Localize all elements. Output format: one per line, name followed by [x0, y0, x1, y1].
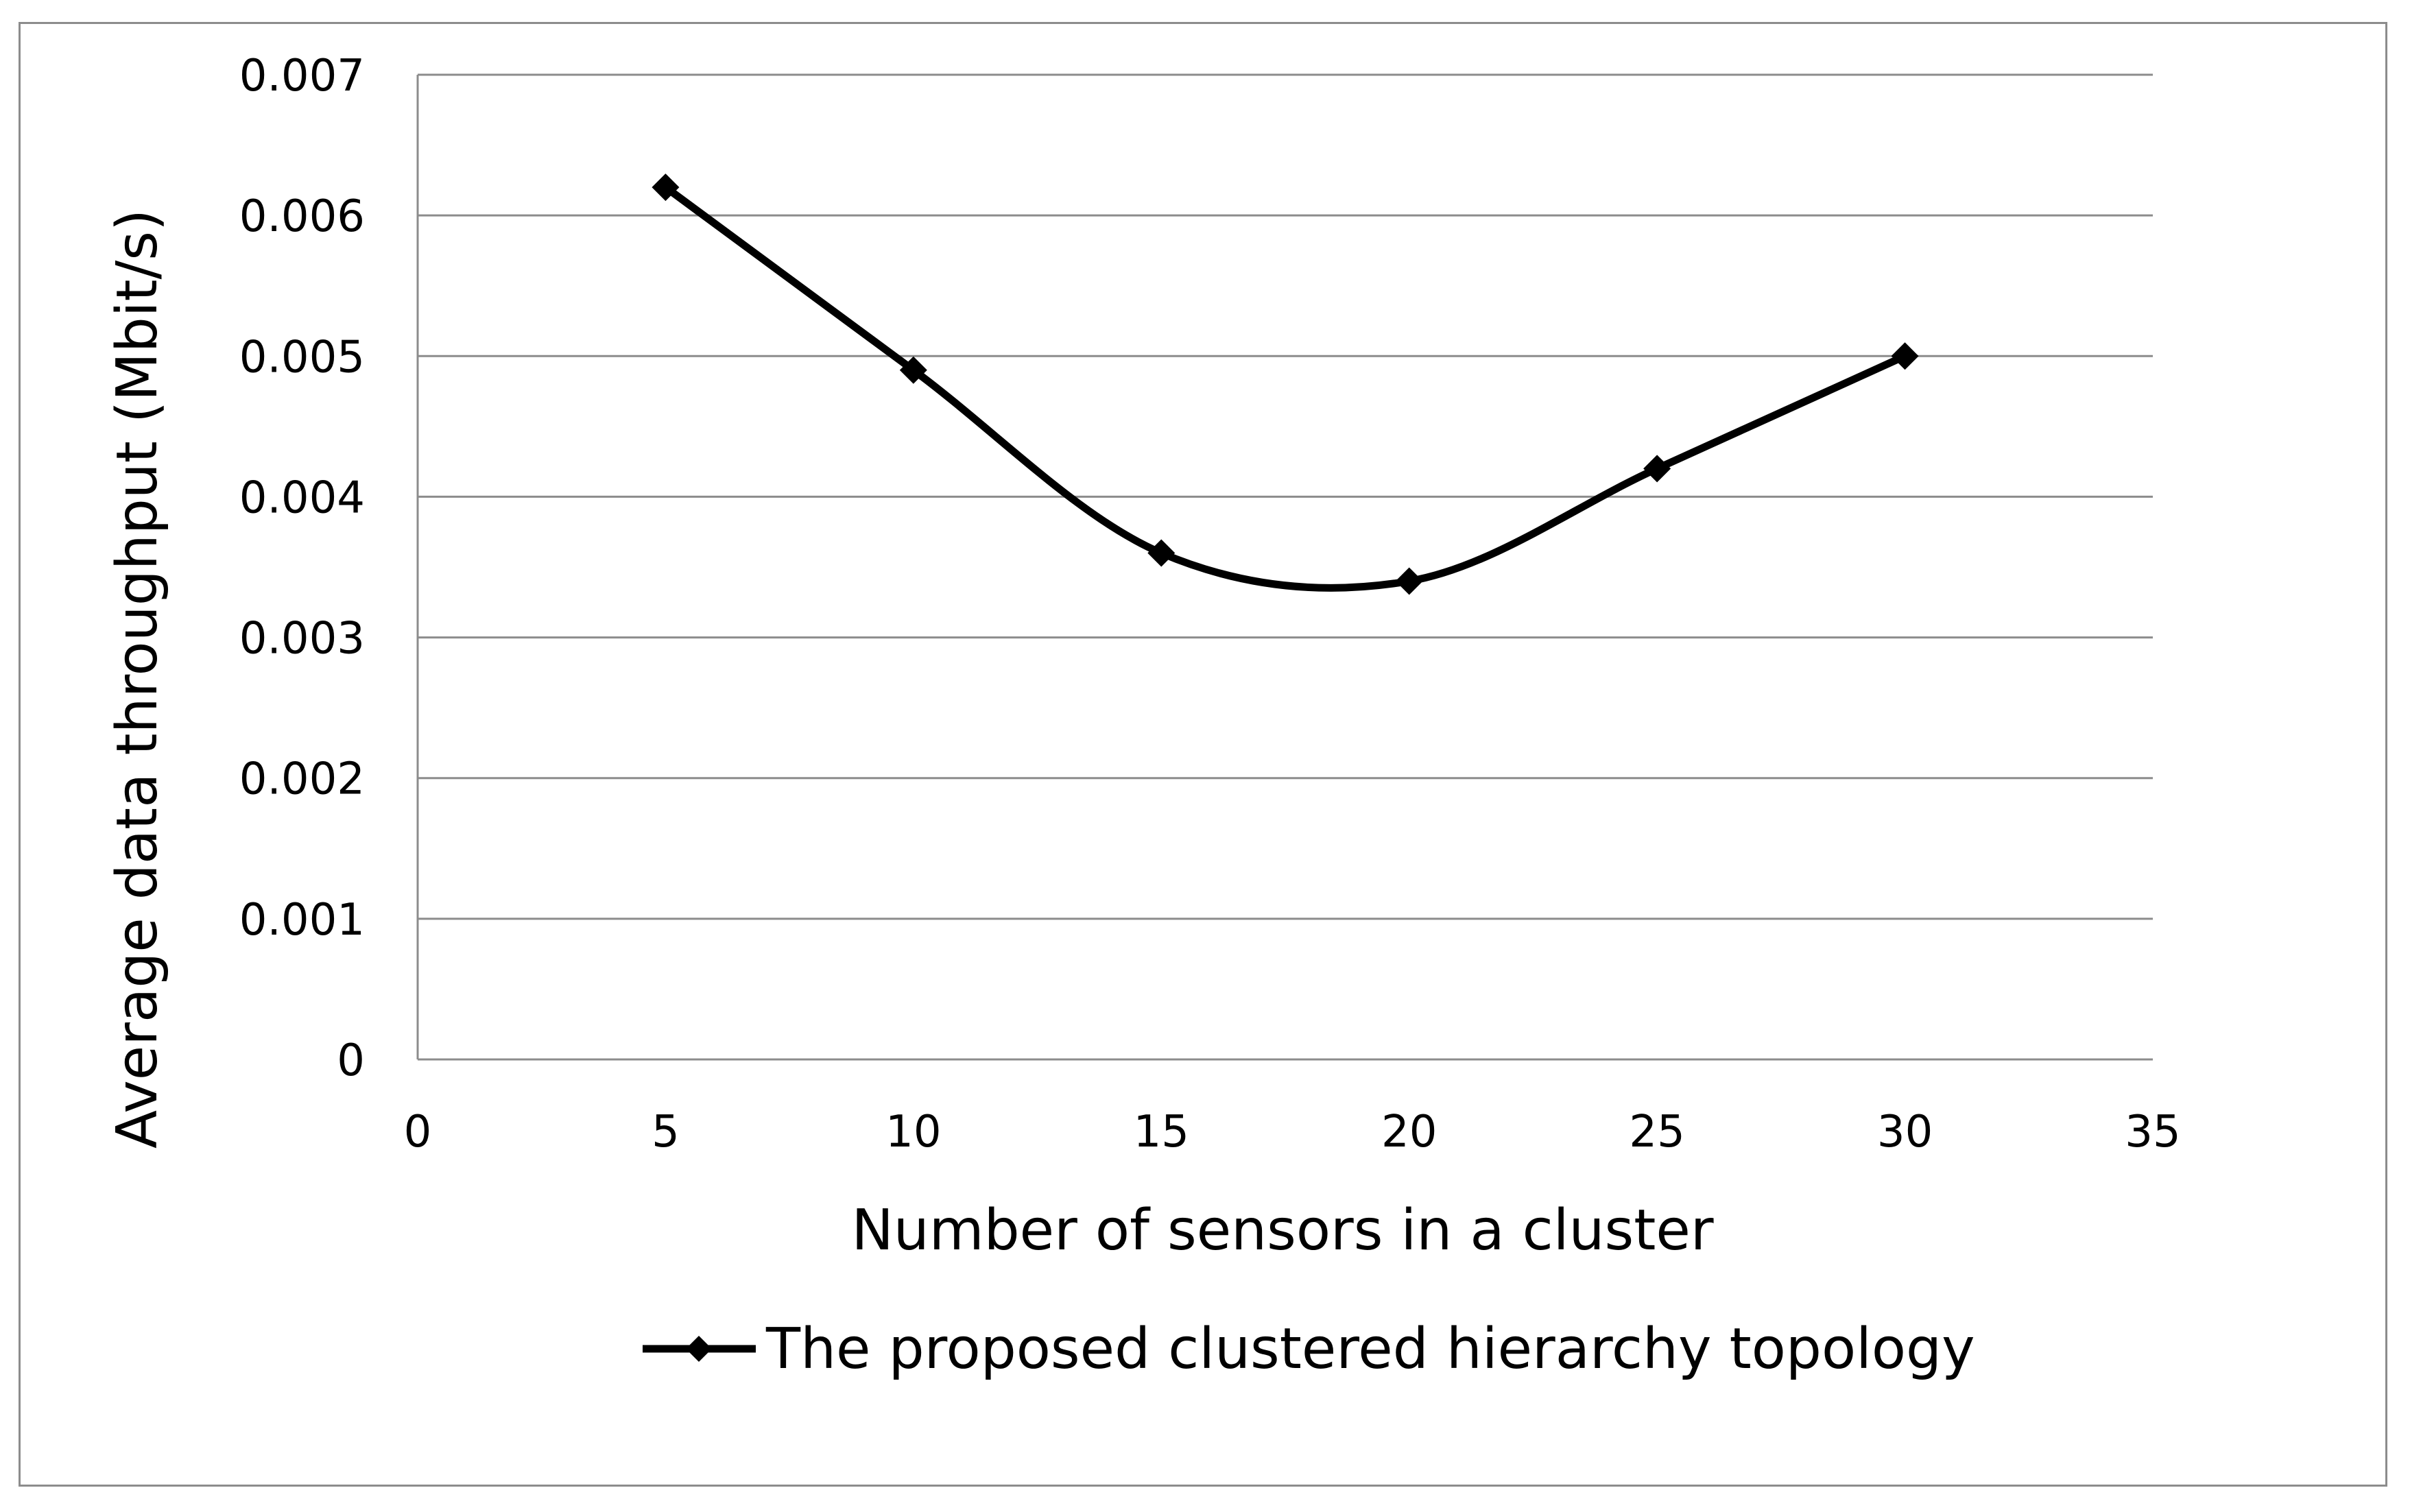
x-tick-labels: 0 5 10 15 20 25 30 35: [404, 1107, 2181, 1157]
y-tick-label: 0.002: [239, 754, 365, 805]
y-tick-label: 0.006: [239, 191, 365, 242]
y-tick-label: 0: [337, 1035, 365, 1086]
x-tick-label: 10: [885, 1107, 941, 1157]
x-tick-label: 35: [2125, 1107, 2180, 1157]
data-point-marker: [1395, 567, 1423, 595]
series-layer: [661, 183, 1909, 592]
y-tick-label: 0.005: [239, 332, 365, 383]
chart-frame: [19, 22, 2387, 1487]
legend: The proposed clustered hierarchy topolog…: [643, 1317, 1975, 1382]
legend-label: The proposed clustered hierarchy topolog…: [765, 1317, 1975, 1382]
x-tick-label: 0: [404, 1107, 432, 1157]
marker-layer: [652, 173, 1919, 595]
legend-marker-swatch: [686, 1336, 712, 1362]
x-axis-title: Number of sensors in a cluster: [851, 1198, 1713, 1263]
x-tick-label: 30: [1877, 1107, 1933, 1157]
data-point-marker: [1147, 539, 1176, 567]
x-tick-label: 5: [652, 1107, 680, 1157]
series-line: [661, 183, 1909, 592]
y-axis-title: Average data throughput (Mbit/s): [105, 209, 170, 1149]
data-point-marker: [1643, 455, 1671, 483]
x-tick-label: 15: [1134, 1107, 1189, 1157]
y-tick-label: 0.007: [239, 51, 365, 101]
x-tick-label: 20: [1381, 1107, 1437, 1157]
y-tick-labels: 0 0.001 0.002 0.003 0.004 0.005 0.006 0.007: [239, 51, 365, 1086]
gridlines: [416, 73, 2153, 1061]
data-point-marker: [899, 356, 927, 384]
y-tick-label: 0.001: [239, 895, 365, 946]
x-tick-label: 25: [1629, 1107, 1684, 1157]
data-point-marker: [1891, 342, 1919, 370]
y-tick-label: 0.003: [239, 614, 365, 664]
y-tick-label: 0.004: [239, 472, 365, 523]
data-point-marker: [652, 173, 680, 202]
